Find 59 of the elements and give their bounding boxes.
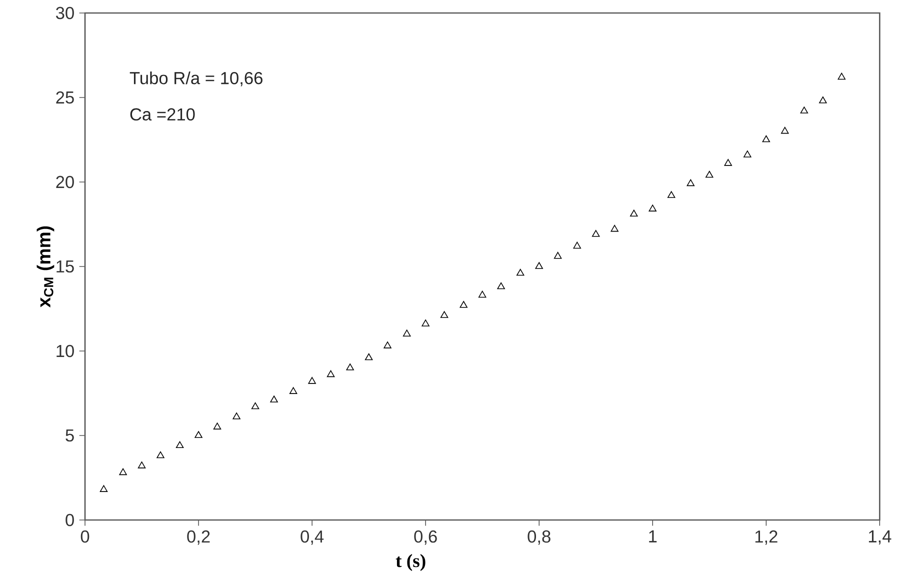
point (289, 387, 298, 394)
point (819, 96, 827, 104)
x-tick-label: 1,4 (868, 530, 892, 545)
point (232, 412, 240, 420)
point (800, 106, 808, 114)
annotation: Tubo R/a = 10,66 (130, 72, 262, 86)
point (762, 135, 770, 142)
point (478, 290, 486, 298)
x-tick-label: 0 (80, 530, 90, 543)
point (686, 179, 695, 186)
y-tick-label: 25 (56, 91, 74, 104)
y-axis-title: x$_{CM}$ (mm) (36, 226, 54, 308)
y-tick-label: 30 (56, 6, 74, 20)
point (251, 402, 260, 410)
point (648, 204, 656, 212)
point (592, 230, 600, 237)
x-tick-label: 1 (649, 530, 657, 542)
x-tick-label: 0,8 (528, 530, 550, 545)
point (402, 330, 411, 336)
point (308, 377, 316, 384)
point (724, 159, 732, 166)
y-tick-label: 20 (56, 176, 74, 188)
point (326, 370, 335, 378)
x-axis-title: t (s) (396, 554, 426, 571)
point (346, 364, 354, 370)
x-tick-label: 0,2 (187, 530, 210, 545)
point (176, 441, 184, 448)
point (194, 431, 202, 438)
point (630, 210, 638, 217)
x-tick-label: 0,6 (414, 530, 437, 545)
x-tick-label: 1,2 (755, 530, 778, 545)
point (138, 462, 146, 468)
point (535, 262, 543, 269)
point (667, 191, 676, 198)
y-tick-label: 15 (56, 260, 74, 273)
point (422, 320, 430, 326)
point (497, 282, 505, 290)
annotation: Ca =210 (130, 108, 195, 121)
x-tick-label: 0,4 (300, 530, 324, 545)
point (100, 485, 108, 492)
point (516, 268, 524, 276)
point (384, 342, 392, 348)
y-tick-label: 5 (66, 429, 74, 442)
y-tick-label: 10 (56, 344, 74, 358)
point (213, 422, 222, 430)
point (460, 300, 468, 308)
point (156, 451, 164, 458)
point (744, 150, 752, 158)
point (364, 353, 373, 360)
point (554, 252, 562, 259)
point (119, 468, 127, 476)
point (440, 311, 448, 318)
point (270, 396, 278, 402)
point (781, 126, 789, 134)
point (838, 72, 846, 80)
point (610, 224, 618, 232)
point (573, 242, 581, 249)
y-tick-label: 0 (66, 514, 74, 526)
point (706, 170, 714, 178)
